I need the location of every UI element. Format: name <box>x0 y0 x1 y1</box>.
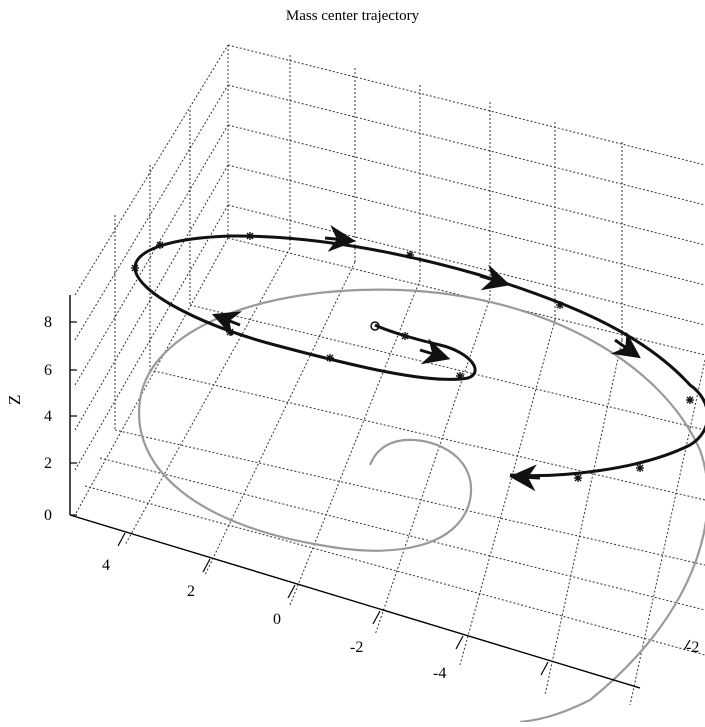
z-tick-label: 8 <box>44 314 52 331</box>
x-tick-label: -2 <box>350 639 363 656</box>
trajectory-arrow-2 <box>479 264 511 291</box>
trajectory-marker <box>456 372 464 380</box>
x-axis-line <box>69 514 641 689</box>
z-tick-label: 4 <box>44 408 52 425</box>
trajectory-arrow-5 <box>211 311 242 337</box>
chart-title: Mass center trajectory <box>285 8 420 24</box>
trajectory-series <box>133 224 705 492</box>
axes <box>69 295 641 689</box>
x-tick-label: -4 <box>433 665 446 682</box>
trajectory-markers <box>131 232 694 482</box>
trajectory-start-marker <box>370 321 380 331</box>
trajectory-marker <box>636 464 644 472</box>
trajectory-arrow-1 <box>324 224 356 252</box>
projection-outer-loop-return <box>137 399 473 552</box>
x-tick-label: 0 <box>273 611 281 628</box>
trajectory-marker <box>574 474 582 482</box>
z-tick-label: 2 <box>44 455 52 472</box>
z-axis-label: Z <box>5 395 24 405</box>
trajectory-arrow-6 <box>419 338 451 365</box>
trajectory-arrow-4 <box>509 464 541 492</box>
z-tick-label: 0 <box>44 507 52 524</box>
z-tick-label: 6 <box>44 362 52 379</box>
trajectory-marker <box>131 264 139 272</box>
z-tick-marks <box>70 321 77 516</box>
trajectory-marker <box>326 354 334 362</box>
x-tick-label: 2 <box>187 583 195 600</box>
side-wall-grid <box>74 44 229 471</box>
trajectory-marker <box>156 241 164 249</box>
floor-grid <box>74 237 705 706</box>
x-tick-label: 4 <box>102 557 110 574</box>
trajectory-outer-loop <box>133 234 705 478</box>
trajectory-marker <box>406 251 414 259</box>
x-tick-marks <box>117 532 691 676</box>
trajectory-marker <box>226 328 234 336</box>
back-wall-grid <box>227 44 705 340</box>
projection-outer-loop <box>138 288 705 722</box>
trajectory-marker <box>246 232 254 240</box>
trajectory-marker <box>401 332 409 340</box>
ground-projection-series <box>137 288 705 722</box>
trajectory-arrow-3 <box>610 331 641 359</box>
y-tick-label: -2 <box>686 639 699 656</box>
trajectory-marker <box>556 301 564 309</box>
trajectory-marker <box>686 396 694 404</box>
